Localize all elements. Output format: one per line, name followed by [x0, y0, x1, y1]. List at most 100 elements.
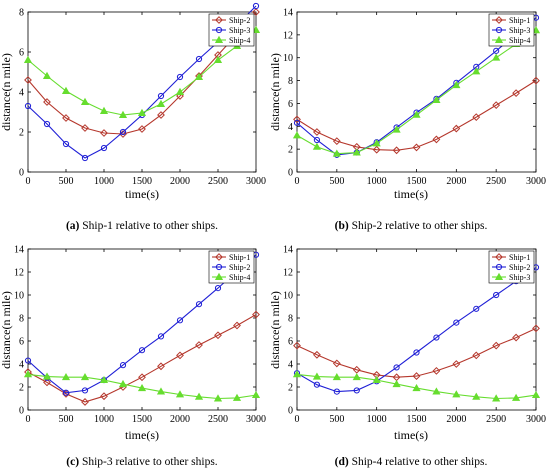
data-point-c-ship-2 — [214, 285, 222, 292]
y-tick-label-d: 0 — [288, 406, 293, 417]
data-point-c-ship-4 — [80, 373, 90, 381]
data-point-b-ship-1 — [512, 89, 520, 98]
x-axis-title-d: time(s) — [394, 428, 428, 442]
data-point-a-ship-4 — [251, 25, 261, 33]
y-tick-label-c: 8 — [19, 314, 24, 325]
data-point-a-ship-3 — [195, 55, 203, 63]
data-point-a-ship-4 — [23, 55, 33, 63]
data-point-d-ship-2 — [353, 387, 360, 394]
x-tick-label-c: 2500 — [208, 414, 228, 425]
data-point-d-ship-2 — [493, 291, 500, 299]
y-tick-label-d: 14 — [283, 245, 293, 256]
data-point-a-ship-4 — [99, 106, 109, 114]
data-point-a-ship-2 — [138, 125, 146, 133]
data-point-c-ship-4 — [213, 394, 223, 402]
legend-label-b: Ship-4 — [509, 36, 530, 45]
caption-c-text: Ship-3 relative to other ships. — [79, 456, 218, 468]
legend-marker-c — [214, 272, 224, 280]
data-point-b-ship-4 — [372, 139, 381, 147]
data-point-a-ship-2 — [43, 98, 51, 106]
legend-marker-b — [494, 35, 504, 43]
caption-b: (b) Ship-2 relative to other ships. — [335, 220, 488, 232]
x-tick-label-b: 0 — [295, 176, 300, 187]
data-point-b-ship-4 — [412, 110, 421, 118]
data-point-c-ship-1 — [214, 331, 222, 340]
data-point-c-ship-4 — [251, 390, 261, 399]
data-point-a-ship-3 — [252, 2, 260, 10]
data-point-a-ship-4 — [137, 108, 147, 116]
data-point-d-ship-2 — [433, 334, 440, 341]
x-tick-label-c: 0 — [26, 414, 31, 425]
y-tick-label-d: 6 — [288, 337, 293, 348]
y-axis-title-d: distance(n mile) — [268, 291, 282, 369]
data-point-d-ship-2 — [313, 381, 321, 388]
series-line-c-ship-1 — [27, 314, 257, 403]
y-tick-label-c: 14 — [14, 245, 24, 256]
y-tick-label-c: 0 — [19, 406, 24, 417]
legend-marker-d — [495, 253, 503, 261]
data-point-a-ship-2 — [100, 129, 108, 137]
data-point-b-ship-4 — [452, 80, 461, 89]
legend-label-a: Ship-4 — [229, 36, 250, 45]
x-axis-title-c: time(s) — [125, 428, 159, 442]
y-tick-label-c: 6 — [19, 337, 24, 348]
caption-b-text: Ship-2 relative to other ships. — [349, 220, 488, 232]
data-point-d-ship-3 — [312, 372, 322, 380]
legend-marker-d — [495, 263, 503, 271]
data-point-a-ship-4 — [80, 97, 90, 105]
data-point-b-ship-1 — [313, 128, 321, 136]
data-point-b-ship-1 — [392, 146, 401, 155]
data-point-d-ship-3 — [492, 394, 501, 402]
data-point-b-ship-1 — [532, 76, 540, 85]
x-tick-label-b: 2500 — [486, 176, 506, 187]
y-tick-label-c: 10 — [14, 291, 24, 302]
legend-marker-a — [214, 35, 224, 43]
data-point-d-ship-3 — [352, 373, 361, 381]
data-point-a-ship-3 — [176, 73, 184, 81]
data-point-d-ship-3 — [452, 390, 461, 398]
data-point-c-ship-1 — [176, 351, 184, 360]
y-tick-label-b: 6 — [288, 99, 293, 110]
chart-panel-b: 0 500 1000 1500 2000 2500 3000 0 2 4 6 8 10 12 14 Ship-… — [283, 8, 546, 188]
x-tick-label-a: 0 — [26, 176, 31, 187]
data-point-c-ship-1 — [157, 362, 165, 371]
series-line-a-ship-2 — [27, 11, 257, 135]
data-point-d-ship-2 — [393, 364, 400, 371]
y-tick-label-c: 2 — [19, 383, 24, 394]
data-point-a-ship-4 — [156, 99, 166, 107]
data-point-b-ship-1 — [293, 115, 301, 124]
data-point-b-ship-4 — [492, 53, 501, 61]
data-point-d-ship-3 — [292, 370, 302, 378]
x-tick-label-a: 2000 — [170, 176, 190, 187]
data-point-b-ship-1 — [412, 143, 421, 152]
data-point-a-ship-2 — [24, 76, 32, 84]
caption-d-letter: (d) — [335, 456, 349, 468]
series-line-b-ship-4 — [296, 29, 537, 155]
data-point-d-ship-3 — [372, 375, 381, 384]
legend-label-b: Ship-3 — [509, 26, 530, 35]
x-tick-label-d: 1500 — [407, 414, 427, 425]
data-point-c-ship-1 — [43, 378, 51, 387]
legend-label-a: Ship-2 — [229, 16, 250, 25]
caption-c-letter: (c) — [66, 456, 79, 468]
x-tick-label-c: 3000 — [246, 414, 266, 425]
y-tick-label-b: 0 — [288, 168, 293, 179]
x-tick-label-b: 500 — [329, 176, 344, 187]
y-tick-label-c: 12 — [14, 268, 24, 279]
data-point-c-ship-4 — [99, 375, 109, 384]
data-point-c-ship-4 — [42, 372, 52, 380]
data-point-a-ship-3 — [81, 154, 89, 162]
x-tick-label-d: 1000 — [367, 414, 387, 425]
y-axis-title-a: distance(n mile) — [0, 53, 13, 131]
data-point-c-ship-4 — [156, 387, 166, 395]
legend-marker-a — [215, 26, 223, 34]
x-tick-label-d: 3000 — [526, 414, 546, 425]
x-tick-label-a: 1500 — [132, 176, 152, 187]
data-point-a-ship-3 — [157, 92, 165, 100]
legend-label-d: Ship-3 — [509, 273, 530, 282]
caption-a: (a) Ship-1 relative to other ships. — [66, 220, 218, 232]
y-tick-label-a: 6 — [19, 48, 24, 59]
y-tick-label-c: 4 — [19, 360, 24, 371]
y-tick-label-d: 4 — [288, 360, 293, 371]
